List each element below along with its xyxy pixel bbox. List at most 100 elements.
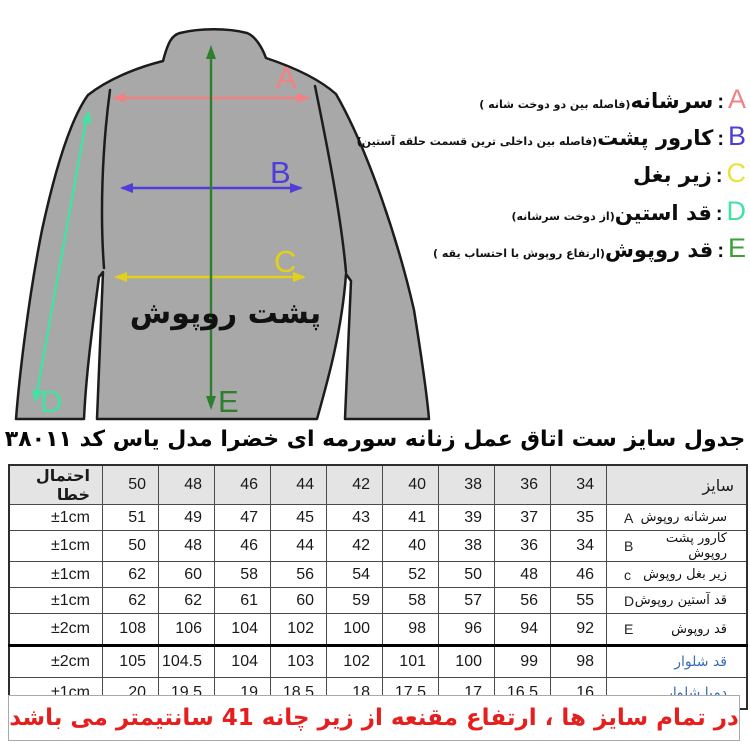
value-cell: 57 xyxy=(438,587,495,614)
value-cell: 105 xyxy=(102,644,159,678)
value-cell: 54 xyxy=(326,561,383,588)
value-cell: 49 xyxy=(158,504,215,531)
value-cell: 100 xyxy=(438,644,495,678)
error-cell: ±2cm xyxy=(8,644,103,678)
legend-item-e: (ارتفاع روپوش با احتساب یقه ) قد روپوش :… xyxy=(428,235,746,265)
legend-letter-b: B xyxy=(727,121,746,151)
value-cell: 48 xyxy=(158,530,215,562)
value-cell: 92 xyxy=(550,613,607,646)
legend-item-c: زیر بغل : C xyxy=(628,160,746,190)
legend-separator: : xyxy=(717,128,724,150)
value-cell: 102 xyxy=(326,644,383,678)
row-label-cell: A سرشانه روپوش xyxy=(606,504,748,531)
size-header: 36 xyxy=(494,464,551,505)
diagram-letter-e: E xyxy=(218,384,239,419)
legend-note: (فاصله بین دو دوخت شانه ) xyxy=(479,98,631,111)
row-label: زیر بغل روپوش xyxy=(643,567,727,582)
chart-title: جدول سایز ست اتاق عمل زنانه سورمه ای خضر… xyxy=(4,427,746,452)
value-cell: 104.5 xyxy=(158,644,215,678)
value-cell: 34 xyxy=(550,530,607,562)
arrow-e xyxy=(206,45,216,410)
table-row-sleeve-length: ±1cm 62 62 61 60 59 58 57 56 55 D قد آستی… xyxy=(8,587,748,614)
value-cell: 44 xyxy=(270,530,327,562)
table-row-coat-length: ±2cm 108 106 104 102 100 98 96 94 92 E قد… xyxy=(8,613,748,646)
legend-note: (ارتفاع روپوش با احتساب یقه ) xyxy=(433,247,605,260)
value-cell: 40 xyxy=(382,530,439,562)
size-header: 44 xyxy=(270,464,327,505)
row-letter: c xyxy=(624,566,631,583)
value-cell: 50 xyxy=(102,530,159,562)
value-cell: 62 xyxy=(102,587,159,614)
size-header: 46 xyxy=(214,464,271,505)
value-cell: 60 xyxy=(158,561,215,588)
value-cell: 104 xyxy=(214,644,271,678)
value-cell: 55 xyxy=(550,587,607,614)
value-cell: 56 xyxy=(270,561,327,588)
legend-letter-d: D xyxy=(726,196,747,226)
value-cell: 101 xyxy=(382,644,439,678)
error-cell: ±2cm xyxy=(8,613,103,646)
legend-item-b: (فاصله بین داخلی ترین قسمت حلقه آستین) ک… xyxy=(352,123,746,153)
row-letter: E xyxy=(624,621,634,637)
value-cell: 46 xyxy=(214,530,271,562)
value-cell: 100 xyxy=(326,613,383,646)
row-label-cell: D قد آستین روپوش xyxy=(606,587,748,614)
value-cell: 62 xyxy=(102,561,159,588)
right-armhole-seam xyxy=(313,84,348,274)
coat-outline xyxy=(14,28,431,421)
coat-back-diagram: A B C D E xyxy=(14,28,431,421)
diagram-letter-a: A xyxy=(276,60,297,95)
row-letter: A xyxy=(624,509,634,526)
row-label: سرشانه روپوش xyxy=(640,510,727,525)
row-label: کارور پشت روپوش xyxy=(665,531,727,561)
value-cell: 41 xyxy=(382,504,439,531)
size-row-label-header: سایز xyxy=(606,464,748,505)
value-cell: 102 xyxy=(270,613,327,646)
size-header: 48 xyxy=(158,464,215,505)
size-header: 40 xyxy=(382,464,439,505)
row-letter: B xyxy=(624,538,634,554)
legend-note: (فاصله بین داخلی ترین قسمت حلقه آستین) xyxy=(356,135,598,148)
value-cell: 42 xyxy=(326,530,383,562)
legend-term: قد روپوش xyxy=(604,238,714,262)
value-cell: 104 xyxy=(214,613,271,646)
value-cell: 45 xyxy=(270,504,327,531)
row-label-cell: c زیر بغل روپوش xyxy=(606,561,748,588)
value-cell: 94 xyxy=(494,613,551,646)
legend-letter-a: A xyxy=(727,84,746,114)
value-cell: 52 xyxy=(382,561,439,588)
value-cell: 43 xyxy=(326,504,383,531)
value-cell: 99 xyxy=(494,644,551,678)
table-header-row: احتمال خطا 50 48 46 44 42 40 38 36 34 سا… xyxy=(8,464,748,505)
value-cell: 58 xyxy=(382,587,439,614)
value-cell: 37 xyxy=(494,504,551,531)
coat-back-caption: پشت روپوش xyxy=(129,296,322,331)
error-cell: ±1cm xyxy=(8,561,103,588)
value-cell: 35 xyxy=(550,504,607,531)
row-label-cell: E قد روپوش xyxy=(606,613,748,646)
value-cell: 51 xyxy=(102,504,159,531)
value-cell: 59 xyxy=(326,587,383,614)
value-cell: 38 xyxy=(438,530,495,562)
value-cell: 47 xyxy=(214,504,271,531)
value-cell: 98 xyxy=(382,613,439,646)
size-header: 34 xyxy=(550,464,607,505)
legend-letter-c: C xyxy=(726,158,747,188)
legend-item-d: (از دوخت سرشانه) قد استین : D xyxy=(506,198,746,228)
scarf-height-note: در تمام سایز ها ، ارتفاع مقنعه از زیر چا… xyxy=(8,695,740,741)
row-label: قد روپوش xyxy=(671,621,727,637)
row-letter: D xyxy=(624,592,635,609)
error-cell: ±1cm xyxy=(8,504,103,531)
legend-note: (از دوخت سرشانه) xyxy=(511,210,615,223)
legend-separator: : xyxy=(715,165,723,187)
value-cell: 60 xyxy=(270,587,327,614)
row-label-cell: B کارور پشت روپوش xyxy=(606,530,748,562)
value-cell: 48 xyxy=(494,561,551,588)
value-cell: 106 xyxy=(158,613,215,646)
value-cell: 50 xyxy=(438,561,495,588)
arrow-d xyxy=(32,110,92,403)
legend-term: سرشانه xyxy=(630,89,714,113)
table-row-back-width: ±1cm 50 48 46 44 42 40 38 36 34 B کارور پ… xyxy=(8,530,748,562)
row-label-cell: قد شلوار xyxy=(606,644,748,678)
